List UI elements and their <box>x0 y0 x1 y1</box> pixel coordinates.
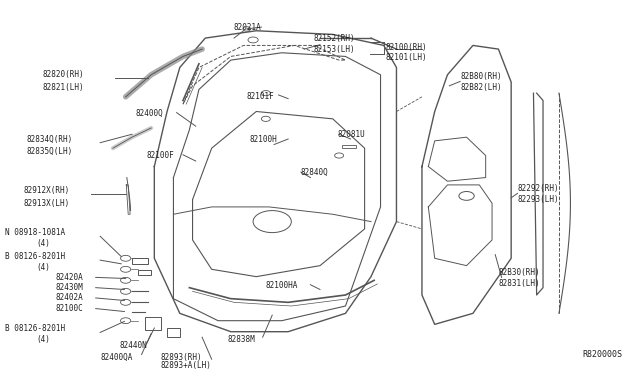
Text: (4): (4) <box>36 263 51 272</box>
Text: 82821(LH): 82821(LH) <box>43 83 84 92</box>
Text: B 08126-8201H: B 08126-8201H <box>4 252 65 261</box>
Text: 82B30(RH): 82B30(RH) <box>499 269 540 278</box>
Text: 82440N: 82440N <box>119 341 147 350</box>
Text: 82B82(LH): 82B82(LH) <box>460 83 502 92</box>
Text: 82840Q: 82840Q <box>301 167 328 177</box>
Text: 82893(RH): 82893(RH) <box>161 353 202 362</box>
Text: 82293(LH): 82293(LH) <box>518 195 559 204</box>
Text: 82400QA: 82400QA <box>100 353 132 362</box>
Text: 82100F: 82100F <box>147 151 175 160</box>
Text: 82430M: 82430M <box>56 283 83 292</box>
Text: N 08918-1081A: N 08918-1081A <box>4 228 65 237</box>
Text: R820000S: R820000S <box>582 350 623 359</box>
Text: 82081U: 82081U <box>338 130 365 139</box>
Text: 82101(LH): 82101(LH) <box>386 53 428 62</box>
Text: 82831(LH): 82831(LH) <box>499 279 540 289</box>
Text: (4): (4) <box>36 335 51 344</box>
Text: 82153(LH): 82153(LH) <box>314 45 355 54</box>
Text: 82913X(LH): 82913X(LH) <box>24 199 70 208</box>
Text: 82100H: 82100H <box>250 135 278 144</box>
Text: 82835Q(LH): 82835Q(LH) <box>27 147 73 156</box>
Text: 82912X(RH): 82912X(RH) <box>24 186 70 195</box>
Text: 82021A: 82021A <box>234 23 262 32</box>
Text: (4): (4) <box>36 239 51 248</box>
Text: 82420A: 82420A <box>56 273 83 282</box>
Text: 82152(RH): 82152(RH) <box>314 33 355 42</box>
Text: 82834Q(RH): 82834Q(RH) <box>27 135 73 144</box>
Text: 82400Q: 82400Q <box>135 109 163 118</box>
Text: 82100HA: 82100HA <box>266 281 298 290</box>
Text: 82292(RH): 82292(RH) <box>518 184 559 193</box>
Text: 82101F: 82101F <box>246 92 275 100</box>
Text: B 08126-8201H: B 08126-8201H <box>4 324 65 333</box>
Text: 82838M: 82838M <box>228 335 255 344</box>
Text: 82100(RH): 82100(RH) <box>386 43 428 52</box>
Text: 82820(RH): 82820(RH) <box>43 70 84 79</box>
Text: 82402A: 82402A <box>56 294 83 302</box>
Text: 82100C: 82100C <box>56 304 83 313</box>
Text: 82B80(RH): 82B80(RH) <box>460 72 502 81</box>
Text: 82893+A(LH): 82893+A(LH) <box>161 361 212 370</box>
